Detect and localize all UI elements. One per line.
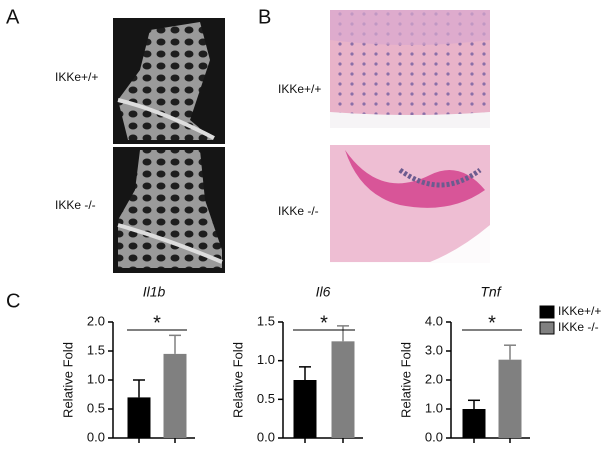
y-tick-label: 0.5 [87,400,105,415]
panel-label: C [6,290,20,312]
significance-mark: * [320,312,328,334]
bar [331,341,355,438]
legend-swatch [539,305,555,319]
y-tick-label: 2.0 [87,313,105,328]
bar [293,380,317,438]
bar [462,409,486,438]
y-tick-label: 1.0 [257,352,275,367]
y-tick-label: 2.0 [425,371,443,386]
bar [127,397,151,438]
micro-ct-wild-type [113,18,225,144]
y-tick-label: 1.0 [425,400,443,415]
panel-label: B [258,6,271,28]
y-tick-label: 0.0 [87,429,105,444]
significance-mark: * [488,312,496,334]
legend-label: IKKe+/+ [558,304,601,318]
image-label: IKKe -/- [55,198,96,212]
bar [498,359,522,438]
chart-title: Tnf [480,284,502,300]
y-axis-label: Relative Fold [60,342,75,418]
panel-label: A [6,6,20,28]
chart-title: Il1b [143,284,166,300]
micro-ct-knockout [113,147,225,273]
image-label: IKKe -/- [278,204,319,218]
y-tick-label: 1.5 [87,342,105,357]
image-label: IKKe+/+ [278,82,321,96]
legend-swatch [539,321,555,335]
histology-knockout [330,145,490,263]
significance-mark: * [153,312,161,334]
y-tick-label: 0.0 [425,429,443,444]
legend-label: IKKe -/- [558,320,599,334]
y-tick-label: 0.5 [257,391,275,406]
chart-title: Il6 [316,284,331,300]
bar [163,353,187,438]
image-label: IKKe+/+ [55,70,98,84]
y-tick-label: 4.0 [425,313,443,328]
y-tick-label: 1.0 [87,371,105,386]
y-tick-label: 3.0 [425,342,443,357]
y-axis-label: Relative Fold [398,342,413,418]
y-tick-label: 1.5 [257,313,275,328]
y-tick-label: 0.0 [257,429,275,444]
histology-wild-type [330,10,490,128]
y-axis-label: Relative Fold [230,342,245,418]
